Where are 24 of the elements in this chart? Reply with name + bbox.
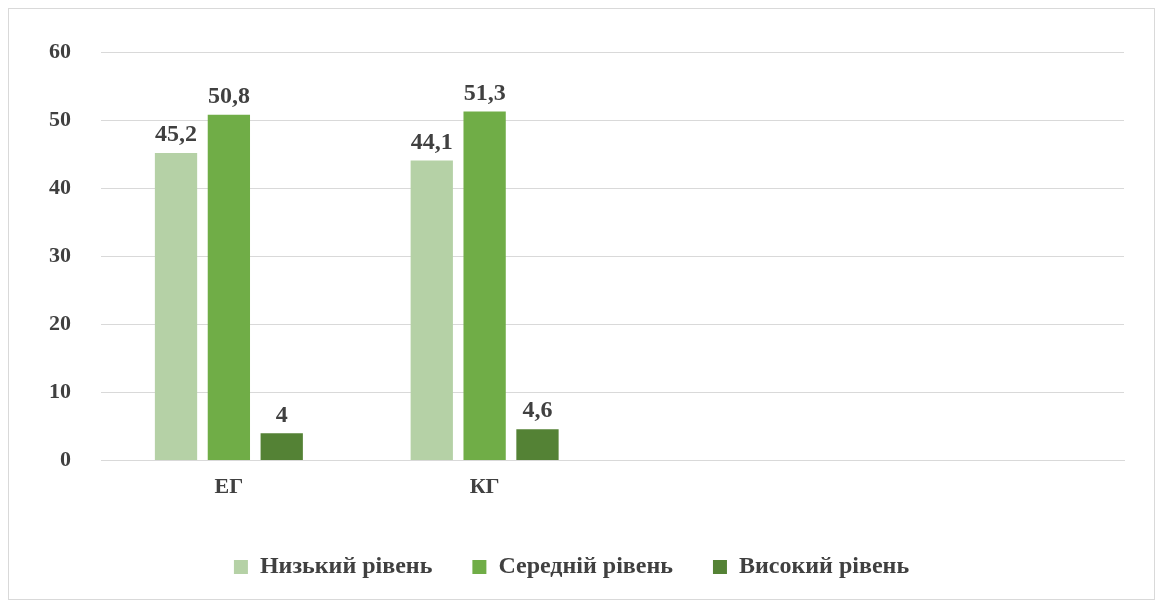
- y-tick-label: 10: [49, 378, 71, 404]
- data-label: 4,6: [522, 396, 553, 423]
- data-label: 44,1: [410, 127, 453, 154]
- bar: [516, 429, 559, 461]
- legend-label: Середній рівень: [498, 552, 674, 579]
- data-label: 50,8: [207, 82, 250, 109]
- x-tick-label: ЕГ: [214, 473, 244, 499]
- bar: [410, 160, 453, 461]
- data-label: 45,2: [155, 120, 198, 147]
- data-label: 4: [275, 400, 288, 427]
- bar: [260, 433, 303, 461]
- y-tick-label: 20: [49, 310, 71, 336]
- x-tick-label: КГ: [469, 473, 500, 499]
- y-tick-label: 30: [49, 242, 71, 268]
- bar: [207, 114, 251, 461]
- y-tick-label: 0: [60, 446, 71, 472]
- legend-label: Низький рівень: [259, 552, 433, 579]
- legend-label: Високий рівень: [738, 552, 910, 579]
- y-tick-label: 60: [49, 37, 71, 63]
- bar: [463, 111, 506, 461]
- y-tick-label: 50: [49, 105, 71, 131]
- bar: [154, 152, 198, 461]
- y-tick-label: 40: [49, 174, 71, 200]
- data-label: 51,3: [463, 78, 506, 105]
